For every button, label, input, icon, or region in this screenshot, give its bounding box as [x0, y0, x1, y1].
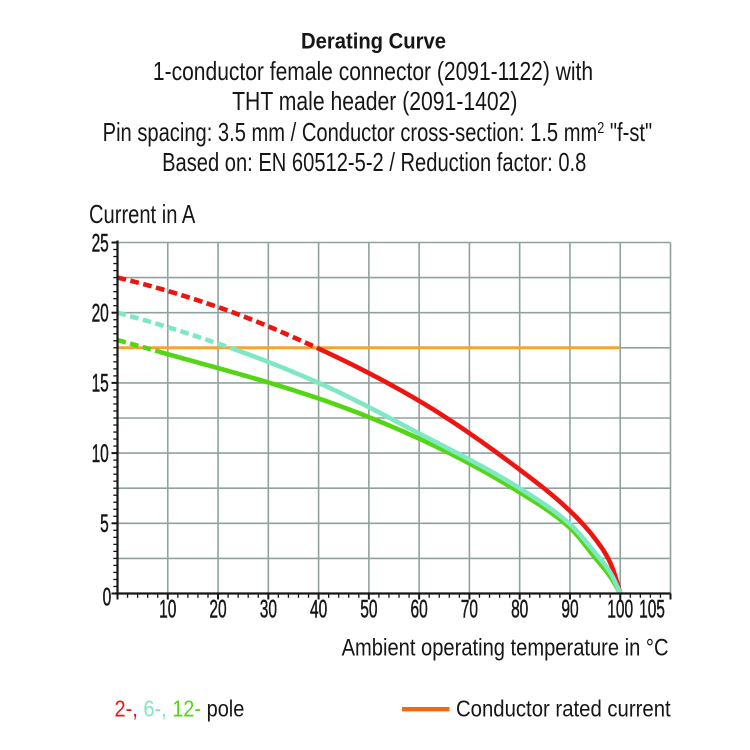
svg-text:100: 100 [607, 596, 633, 624]
svg-text:THT male header (2091-1402): THT male header (2091-1402) [232, 87, 517, 115]
svg-text:Based on: EN 60512-5-2 / Reduc: Based on: EN 60512-5-2 / Reduction facto… [162, 148, 586, 177]
svg-text:60: 60 [411, 596, 428, 624]
svg-text:90: 90 [561, 596, 578, 624]
svg-text:80: 80 [511, 596, 528, 624]
svg-text:40: 40 [310, 596, 327, 624]
svg-text:5: 5 [100, 510, 109, 538]
svg-text:0: 0 [103, 584, 112, 612]
svg-text:70: 70 [461, 596, 478, 624]
svg-text:Ambient operating temperature: Ambient operating temperature in °C [342, 634, 669, 661]
svg-text:30: 30 [260, 596, 277, 624]
svg-text:Derating Curve: Derating Curve [301, 29, 446, 54]
svg-text:Pin spacing: 3.5 mm / Conducto: Pin spacing: 3.5 mm / Conductor cross-se… [103, 118, 653, 147]
svg-text:2-, 6-, 12- pole: 2-, 6-, 12- pole [115, 695, 245, 722]
svg-text:50: 50 [360, 596, 377, 624]
svg-text:Current in A: Current in A [89, 200, 196, 229]
svg-text:1-conductor female connector (: 1-conductor female connector (2091-1122)… [153, 57, 593, 85]
svg-text:25: 25 [92, 230, 109, 258]
svg-text:10: 10 [159, 596, 176, 624]
svg-text:20: 20 [92, 300, 109, 328]
svg-text:20: 20 [209, 596, 226, 624]
svg-text:105: 105 [639, 596, 665, 624]
svg-text:15: 15 [92, 370, 109, 398]
svg-text:Conductor rated current: Conductor rated current [456, 695, 671, 722]
svg-text:10: 10 [92, 440, 109, 468]
